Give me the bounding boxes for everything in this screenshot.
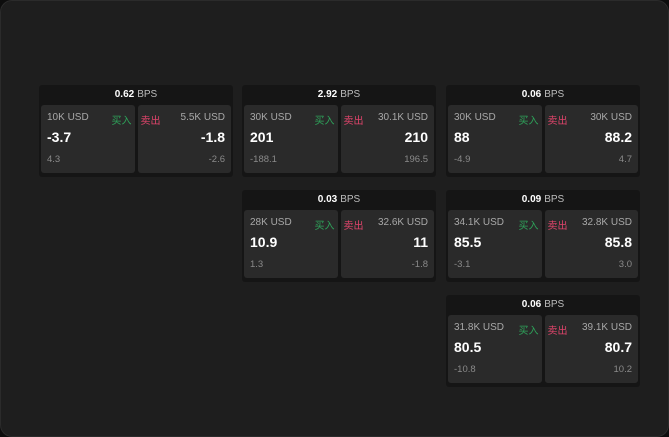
sell-panel[interactable]: 卖出 32.8K USD 85.8 3.0 xyxy=(544,210,638,278)
buy-label: 买入 xyxy=(518,116,539,127)
sell-diff: 4.7 xyxy=(618,154,632,165)
buy-quantity: 30K USD xyxy=(250,112,292,123)
spread-unit: BPS xyxy=(544,89,565,100)
sell-label: 卖出 xyxy=(140,116,161,127)
sell-quantity: 5.5K USD xyxy=(180,112,225,123)
sell-diff: -1.8 xyxy=(411,259,428,270)
spread-header: 0.03 BPS xyxy=(242,190,436,210)
spread-value: 0.62 xyxy=(114,89,135,100)
buy-quantity: 10K USD xyxy=(47,112,89,123)
buy-panel[interactable]: 30K USD 买入 88 -4.9 xyxy=(448,105,542,173)
buy-price: -3.7 xyxy=(47,129,72,145)
buy-label: 买入 xyxy=(314,116,335,127)
sell-label: 卖出 xyxy=(547,326,568,337)
spread-unit: BPS xyxy=(137,89,158,100)
spread-value: 2.92 xyxy=(317,89,338,100)
sell-quantity: 32.8K USD xyxy=(581,217,632,228)
buy-diff: -10.8 xyxy=(454,364,476,375)
sell-label: 卖出 xyxy=(343,116,364,127)
buy-quantity: 34.1K USD xyxy=(454,217,505,228)
sell-price: 11 xyxy=(413,234,428,250)
sell-price: 80.7 xyxy=(604,339,632,355)
sell-label: 卖出 xyxy=(343,221,364,232)
sell-diff: 196.5 xyxy=(404,154,428,165)
quote-card: 0.09 BPS 34.1K USD 买入 85.5 -3.1 卖出 32.8K … xyxy=(446,190,640,282)
sell-panel[interactable]: 卖出 5.5K USD -1.8 -2.6 xyxy=(137,105,231,173)
sell-quantity: 39.1K USD xyxy=(581,322,632,333)
buy-label: 买入 xyxy=(111,116,132,127)
spread-value: 0.06 xyxy=(521,299,542,310)
buy-price: 80.5 xyxy=(454,339,482,355)
sell-diff: 10.2 xyxy=(613,364,633,375)
buy-panel[interactable]: 30K USD 买入 201 -188.1 xyxy=(244,105,338,173)
quote-card: 0.62 BPS 10K USD 买入 -3.7 4.3 卖出 5.5K USD … xyxy=(39,85,233,177)
buy-price: 88 xyxy=(454,129,470,145)
spread-value: 0.03 xyxy=(317,194,338,205)
buy-panel[interactable]: 34.1K USD 买入 85.5 -3.1 xyxy=(448,210,542,278)
quote-card: 0.06 BPS 30K USD 买入 88 -4.9 卖出 30K USD 88… xyxy=(446,85,640,177)
sell-price: 210 xyxy=(404,129,428,145)
buy-price: 85.5 xyxy=(454,234,482,250)
buy-quantity: 31.8K USD xyxy=(454,322,505,333)
sell-label: 卖出 xyxy=(547,116,568,127)
buy-label: 买入 xyxy=(518,221,539,232)
sell-panel[interactable]: 卖出 39.1K USD 80.7 10.2 xyxy=(544,315,638,383)
sell-quantity: 30K USD xyxy=(590,112,632,123)
sell-price: 88.2 xyxy=(604,129,632,145)
sell-diff: 3.0 xyxy=(618,259,632,270)
quote-card: 0.06 BPS 31.8K USD 买入 80.5 -10.8 卖出 39.1K… xyxy=(446,295,640,387)
buy-panel[interactable]: 31.8K USD 买入 80.5 -10.8 xyxy=(448,315,542,383)
spread-header: 0.09 BPS xyxy=(446,190,640,210)
buy-panel[interactable]: 10K USD 买入 -3.7 4.3 xyxy=(41,105,135,173)
buy-quantity: 30K USD xyxy=(454,112,496,123)
quote-card: 2.92 BPS 30K USD 买入 201 -188.1 卖出 30.1K U… xyxy=(242,85,436,177)
buy-price: 10.9 xyxy=(250,234,278,250)
buy-label: 买入 xyxy=(314,221,335,232)
spread-value: 0.09 xyxy=(521,194,542,205)
sell-price: -1.8 xyxy=(200,129,225,145)
spread-unit: BPS xyxy=(544,194,565,205)
buy-diff: 1.3 xyxy=(250,259,264,270)
sell-panel[interactable]: 卖出 32.6K USD 11 -1.8 xyxy=(340,210,434,278)
spread-header: 0.06 BPS xyxy=(446,295,640,315)
buy-price: 201 xyxy=(250,129,274,145)
buy-diff: -3.1 xyxy=(454,259,471,270)
sell-quantity: 32.6K USD xyxy=(377,217,428,228)
spread-unit: BPS xyxy=(340,194,361,205)
sell-diff: -2.6 xyxy=(208,154,225,165)
sell-quantity: 30.1K USD xyxy=(377,112,428,123)
spread-unit: BPS xyxy=(544,299,565,310)
sell-panel[interactable]: 卖出 30K USD 88.2 4.7 xyxy=(544,105,638,173)
buy-quantity: 28K USD xyxy=(250,217,292,228)
buy-panel[interactable]: 28K USD 买入 10.9 1.3 xyxy=(244,210,338,278)
buy-diff: 4.3 xyxy=(47,154,61,165)
spread-unit: BPS xyxy=(340,89,361,100)
spread-header: 2.92 BPS xyxy=(242,85,436,105)
buy-diff: -4.9 xyxy=(454,154,471,165)
buy-label: 买入 xyxy=(518,326,539,337)
quote-card: 0.03 BPS 28K USD 买入 10.9 1.3 卖出 32.6K USD… xyxy=(242,190,436,282)
spread-value: 0.06 xyxy=(521,89,542,100)
sell-panel[interactable]: 卖出 30.1K USD 210 196.5 xyxy=(340,105,434,173)
sell-price: 85.8 xyxy=(604,234,632,250)
buy-diff: -188.1 xyxy=(250,154,277,165)
spread-header: 0.06 BPS xyxy=(446,85,640,105)
spread-header: 0.62 BPS xyxy=(39,85,233,105)
sell-label: 卖出 xyxy=(547,221,568,232)
